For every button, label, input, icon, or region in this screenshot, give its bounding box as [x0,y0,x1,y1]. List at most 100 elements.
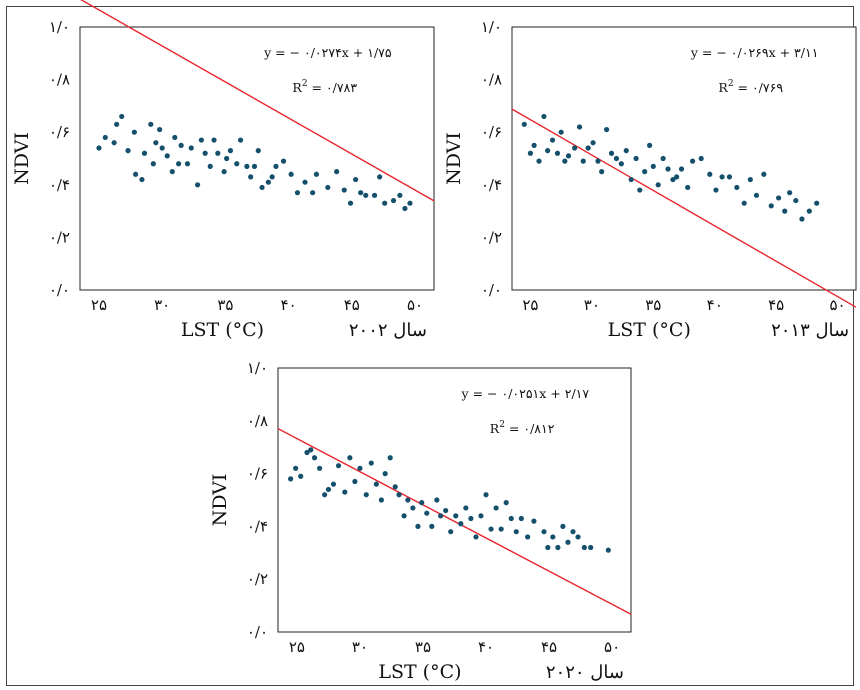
scatter-panel-3: ۰/۰ ۰/۲ ۰/۴ ۰/۶ ۰/۸ ۱/۰ ۲۵ ۳۰ ۳۵ ۴۰ ۴۵ ۵۰ NDVI LST (°… [209,359,632,683]
plot-area [277,367,632,633]
x-axis-title: LST (°C) [181,319,264,341]
data-point [545,148,551,154]
x-tick-label: ۴۵ [541,638,557,656]
x-tick-label: ۴۵ [344,296,360,314]
data-point [415,523,421,530]
data-point [114,121,120,127]
data-point [690,158,696,164]
y-axis-title: NDVI [209,474,231,527]
data-point [554,150,561,156]
data-point [227,148,234,154]
x-tick-label: ۴۵ [768,296,784,314]
data-point [518,515,524,522]
data-point [255,148,261,154]
data-point [405,497,411,503]
trend-line [511,108,857,308]
data-point [806,208,812,214]
data-point [560,523,566,530]
data-point [521,121,527,127]
data-point [119,113,125,120]
data-point [148,121,154,127]
data-point [202,150,208,156]
data-point [734,184,740,191]
data-point [347,200,354,206]
data-point [753,192,760,198]
data-point [647,142,653,148]
data-point [768,203,774,209]
data-point [650,163,656,169]
r-squared-label: R2 = ۰/۷۶۹ [718,79,783,95]
data-point [660,155,666,162]
year-label: سال ۲۰۰۲ [349,320,427,341]
data-point [580,158,586,164]
data-point [483,492,489,498]
data-point [308,447,314,453]
y-tick-label: ۱/۰ [481,18,502,36]
data-point [726,174,733,180]
data-point [401,513,407,519]
x-tick-label: ۳۵ [645,296,661,314]
data-point [159,145,165,151]
data-point [503,500,509,506]
data-point [288,171,294,177]
data-point [322,492,328,498]
data-point [311,455,318,461]
data-point [776,195,782,201]
data-point [244,163,250,169]
year-label: سال ۲۰۲۰ [546,662,624,683]
data-point [419,500,425,506]
data-point [424,510,430,516]
data-point [747,176,753,183]
data-point [575,534,581,540]
data-point [96,145,102,151]
data-point [265,179,271,185]
data-point [642,169,648,175]
data-point [741,200,747,206]
data-point [378,497,384,503]
data-point [599,169,605,175]
data-point [341,187,347,193]
data-point [570,529,576,535]
data-point [565,539,571,545]
data-point [595,158,601,164]
x-tick-label: ۲۵ [289,638,305,656]
data-point [541,529,547,535]
data-point [211,137,217,143]
y-tick-label: ۰/۰ [49,281,70,299]
data-point [194,182,201,188]
data-point [251,163,258,169]
data-point [814,200,820,206]
data-point [221,169,227,175]
data-point [176,161,182,167]
y-tick-label: ۰/۲ [481,228,502,246]
figure-frame [6,6,854,686]
data-point [604,126,610,133]
data-point [363,192,369,198]
data-point [234,161,240,167]
data-point [377,174,383,180]
data-point [102,134,108,141]
data-point [605,547,611,553]
data-point [782,208,788,214]
y-tick-label: ۱/۰ [247,359,268,377]
data-point [655,182,661,188]
trend-line [80,0,435,202]
year-label: سال ۲۰۱۳ [771,320,849,341]
data-point [402,205,408,212]
data-point [670,176,676,183]
data-point [371,192,378,198]
x-axis-title: LST (°C) [378,661,461,683]
data-point [665,166,671,172]
data-point [576,124,583,130]
data-point [713,187,719,193]
data-point [313,171,320,177]
data-point [558,129,564,135]
data-point [125,148,131,154]
data-point [330,481,337,487]
data-point [633,155,639,162]
data-point [325,486,332,493]
data-point [588,544,594,551]
y-tick-label: ۰/۴ [481,176,502,194]
y-tick-label: ۱/۰ [49,18,70,36]
